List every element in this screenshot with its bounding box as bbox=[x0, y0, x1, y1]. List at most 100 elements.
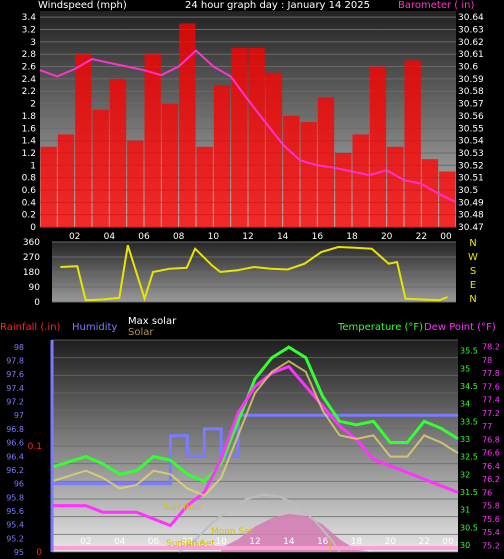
top-x-tick-label: 10 bbox=[208, 232, 220, 242]
top-x-axis: 02 04 06 08 10 12 14 16 18 20 22 00 bbox=[69, 232, 452, 242]
compass-letter: N bbox=[469, 294, 476, 305]
top-x-tick-label: 02 bbox=[69, 232, 80, 242]
dewpoint-tick-label: 77.8 bbox=[482, 369, 500, 378]
bottom-x-tick-label: 06 bbox=[148, 537, 160, 547]
windspeed-tick-label: 2.8 bbox=[22, 50, 37, 60]
windspeed-bar bbox=[317, 97, 335, 228]
temperature-tick-label: 33.5 bbox=[460, 417, 478, 426]
compass-letter: E bbox=[470, 280, 476, 291]
winddir-tick-label: 180 bbox=[23, 268, 40, 278]
windspeed-tick-label: 0.4 bbox=[22, 198, 37, 208]
dewpoint-tick-label: 76.2 bbox=[482, 475, 500, 484]
windspeed-tick-label: 0.8 bbox=[22, 174, 37, 184]
barometer-tick-label: 30.6 bbox=[458, 63, 478, 73]
top-x-tick-label: 12 bbox=[242, 232, 253, 242]
windspeed-bar bbox=[387, 146, 404, 227]
dewpoint-tick-label: 76 bbox=[482, 488, 492, 497]
sunset-axis-annotation: Sun Set bbox=[180, 539, 215, 549]
windspeed-tick-label: 2.2 bbox=[22, 87, 36, 97]
humidity-tick-label: 98 bbox=[14, 343, 24, 352]
temperature-axis: 30 30.5 31 31.5 32 32.5 33 33.5 34 34.5 35 35.5 bbox=[460, 347, 478, 550]
windspeed-tick-label: 1.6 bbox=[22, 124, 37, 134]
winddir-tick-label: 0 bbox=[34, 298, 40, 308]
winddir-grid bbox=[52, 241, 456, 303]
humidity-tick-label: 97.6 bbox=[6, 370, 24, 379]
barometer-tick-label: 30.49 bbox=[458, 198, 484, 208]
temperature-tick-label: 35.5 bbox=[460, 347, 478, 356]
windspeed-tick-label: 2 bbox=[30, 100, 36, 110]
barometer-tick-label: 30.59 bbox=[458, 75, 484, 85]
windspeed-bar bbox=[57, 134, 75, 227]
sunrise-axis-annotation: Sun Rise bbox=[166, 539, 205, 549]
windspeed-bar bbox=[161, 103, 179, 227]
windspeed-bar bbox=[421, 159, 439, 227]
dewpoint-tick-label: 76.8 bbox=[482, 435, 500, 444]
temperature-label: Temperature (°F) bbox=[337, 322, 423, 333]
moonset-annotation: Moon Set bbox=[211, 527, 254, 537]
windspeed-tick-label: 1.4 bbox=[22, 137, 37, 147]
windspeed-tick-label: 2.6 bbox=[22, 63, 37, 73]
humidity-tick-label: 97.4 bbox=[6, 384, 24, 393]
humidity-axis: 95 95.2 95.4 95.6 95.8 96 96.2 96.4 96.6 96.8 97 97… bbox=[6, 343, 24, 557]
windspeed-tick-label: 1.2 bbox=[22, 149, 36, 159]
winddir-series bbox=[60, 244, 448, 303]
dewpoint-tick-label: 75.4 bbox=[482, 528, 500, 537]
dewpoint-tick-label: 78 bbox=[482, 356, 492, 365]
windspeed-bar bbox=[265, 72, 283, 227]
barometer-tick-label: 30.64 bbox=[458, 13, 484, 23]
dewpoint-tick-label: 77.2 bbox=[482, 409, 500, 418]
winddir-tick-label: 360 bbox=[23, 238, 40, 248]
bottom-x-tick-label: 02 bbox=[80, 537, 91, 547]
windspeed-axis: 0 0.2 0.4 0.6 0.8 1 1.2 1.4 1.6 1.8 2 2.2 2.4 2.6 2.8 3… bbox=[22, 13, 37, 233]
windspeed-tick-label: 0.2 bbox=[22, 211, 36, 221]
windspeed-bar bbox=[179, 23, 196, 227]
windspeed-bar bbox=[335, 152, 352, 227]
top-grid bbox=[40, 16, 456, 228]
temperature-tick-label: 30 bbox=[460, 541, 470, 550]
windspeed-tick-label: 1.8 bbox=[22, 112, 37, 122]
humidity-tick-label: 97.8 bbox=[6, 357, 24, 366]
humidity-tick-label: 96.4 bbox=[6, 452, 24, 461]
barometer-tick-label: 30.51 bbox=[458, 174, 484, 184]
humidity-tick-label: 96.8 bbox=[6, 425, 24, 434]
solar-label: Solar bbox=[128, 327, 154, 338]
dewpoint-tick-label: 78.2 bbox=[482, 343, 500, 352]
bottom-x-tick-label: 10 bbox=[215, 537, 227, 547]
dewpoint-tick-label: 76.6 bbox=[482, 449, 500, 458]
windspeed-bar bbox=[283, 115, 300, 227]
bottom-x-tick-label: 12 bbox=[249, 537, 260, 547]
dewpoint-tick-label: 77.4 bbox=[482, 396, 500, 405]
barometer-axis: 30.47 30.48 30.49 30.5 30.51 30.52 30.53 30.54 3… bbox=[458, 13, 484, 233]
top-plot-area bbox=[40, 11, 456, 227]
windspeed-tick-label: 3.2 bbox=[22, 26, 36, 36]
humidity-tick-label: 96.2 bbox=[6, 466, 24, 475]
windspeed-bar bbox=[213, 85, 231, 227]
windspeed-bar bbox=[404, 60, 421, 227]
bottom-x-tick-label: 14 bbox=[283, 537, 295, 547]
barometer-tick-label: 30.63 bbox=[458, 26, 484, 36]
temperature-tick-label: 33 bbox=[460, 435, 470, 444]
top-x-tick-label: 14 bbox=[277, 232, 289, 242]
compass-letter: W bbox=[468, 252, 478, 263]
dewpoint-series bbox=[52, 364, 459, 528]
compass-letter: S bbox=[470, 266, 476, 277]
barometer-tick-label: 30.52 bbox=[458, 161, 484, 171]
temperature-tick-label: 30.5 bbox=[460, 523, 478, 532]
temperature-tick-label: 32.5 bbox=[460, 453, 478, 462]
top-x-tick-label: 16 bbox=[312, 232, 324, 242]
barometer-tick-label: 30.57 bbox=[458, 100, 484, 110]
windspeed-bar bbox=[109, 78, 127, 227]
humidity-tick-label: 95.6 bbox=[6, 507, 24, 516]
compass-letter: N bbox=[469, 238, 476, 249]
windspeed-bar bbox=[231, 48, 248, 228]
humidity-tick-label: 95 bbox=[14, 548, 24, 555]
barometer-tick-label: 30.58 bbox=[458, 87, 484, 97]
humidity-tick-label: 95.2 bbox=[6, 534, 24, 543]
yellow-series bbox=[51, 360, 459, 497]
dewpoint-tick-label: 75.2 bbox=[482, 541, 500, 550]
winddir-tick-label: 270 bbox=[23, 253, 40, 263]
windspeed-tick-label: 1 bbox=[30, 161, 36, 171]
bottom-x-tick-label: 04 bbox=[114, 537, 126, 547]
temperature-tick-label: 31 bbox=[460, 506, 470, 515]
top-x-tick-label: 08 bbox=[173, 232, 185, 242]
